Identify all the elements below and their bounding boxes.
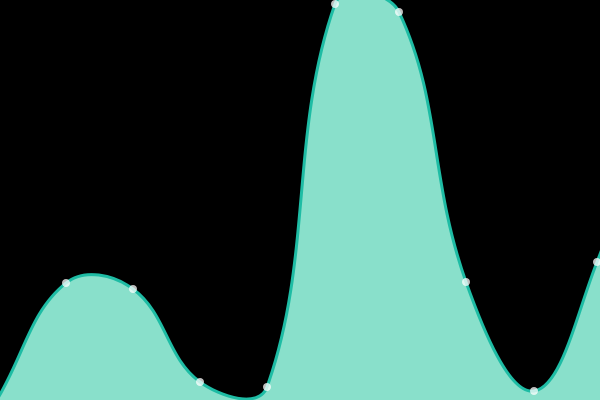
data-point-marker[interactable] <box>196 378 204 386</box>
data-point-marker[interactable] <box>462 278 470 286</box>
data-point-markers <box>62 0 600 395</box>
data-point-marker[interactable] <box>593 258 600 266</box>
data-point-marker[interactable] <box>129 285 137 293</box>
data-point-marker[interactable] <box>530 387 538 395</box>
data-point-marker[interactable] <box>263 383 271 391</box>
data-point-marker[interactable] <box>395 8 403 16</box>
data-point-marker[interactable] <box>62 279 70 287</box>
data-point-marker[interactable] <box>331 0 339 8</box>
